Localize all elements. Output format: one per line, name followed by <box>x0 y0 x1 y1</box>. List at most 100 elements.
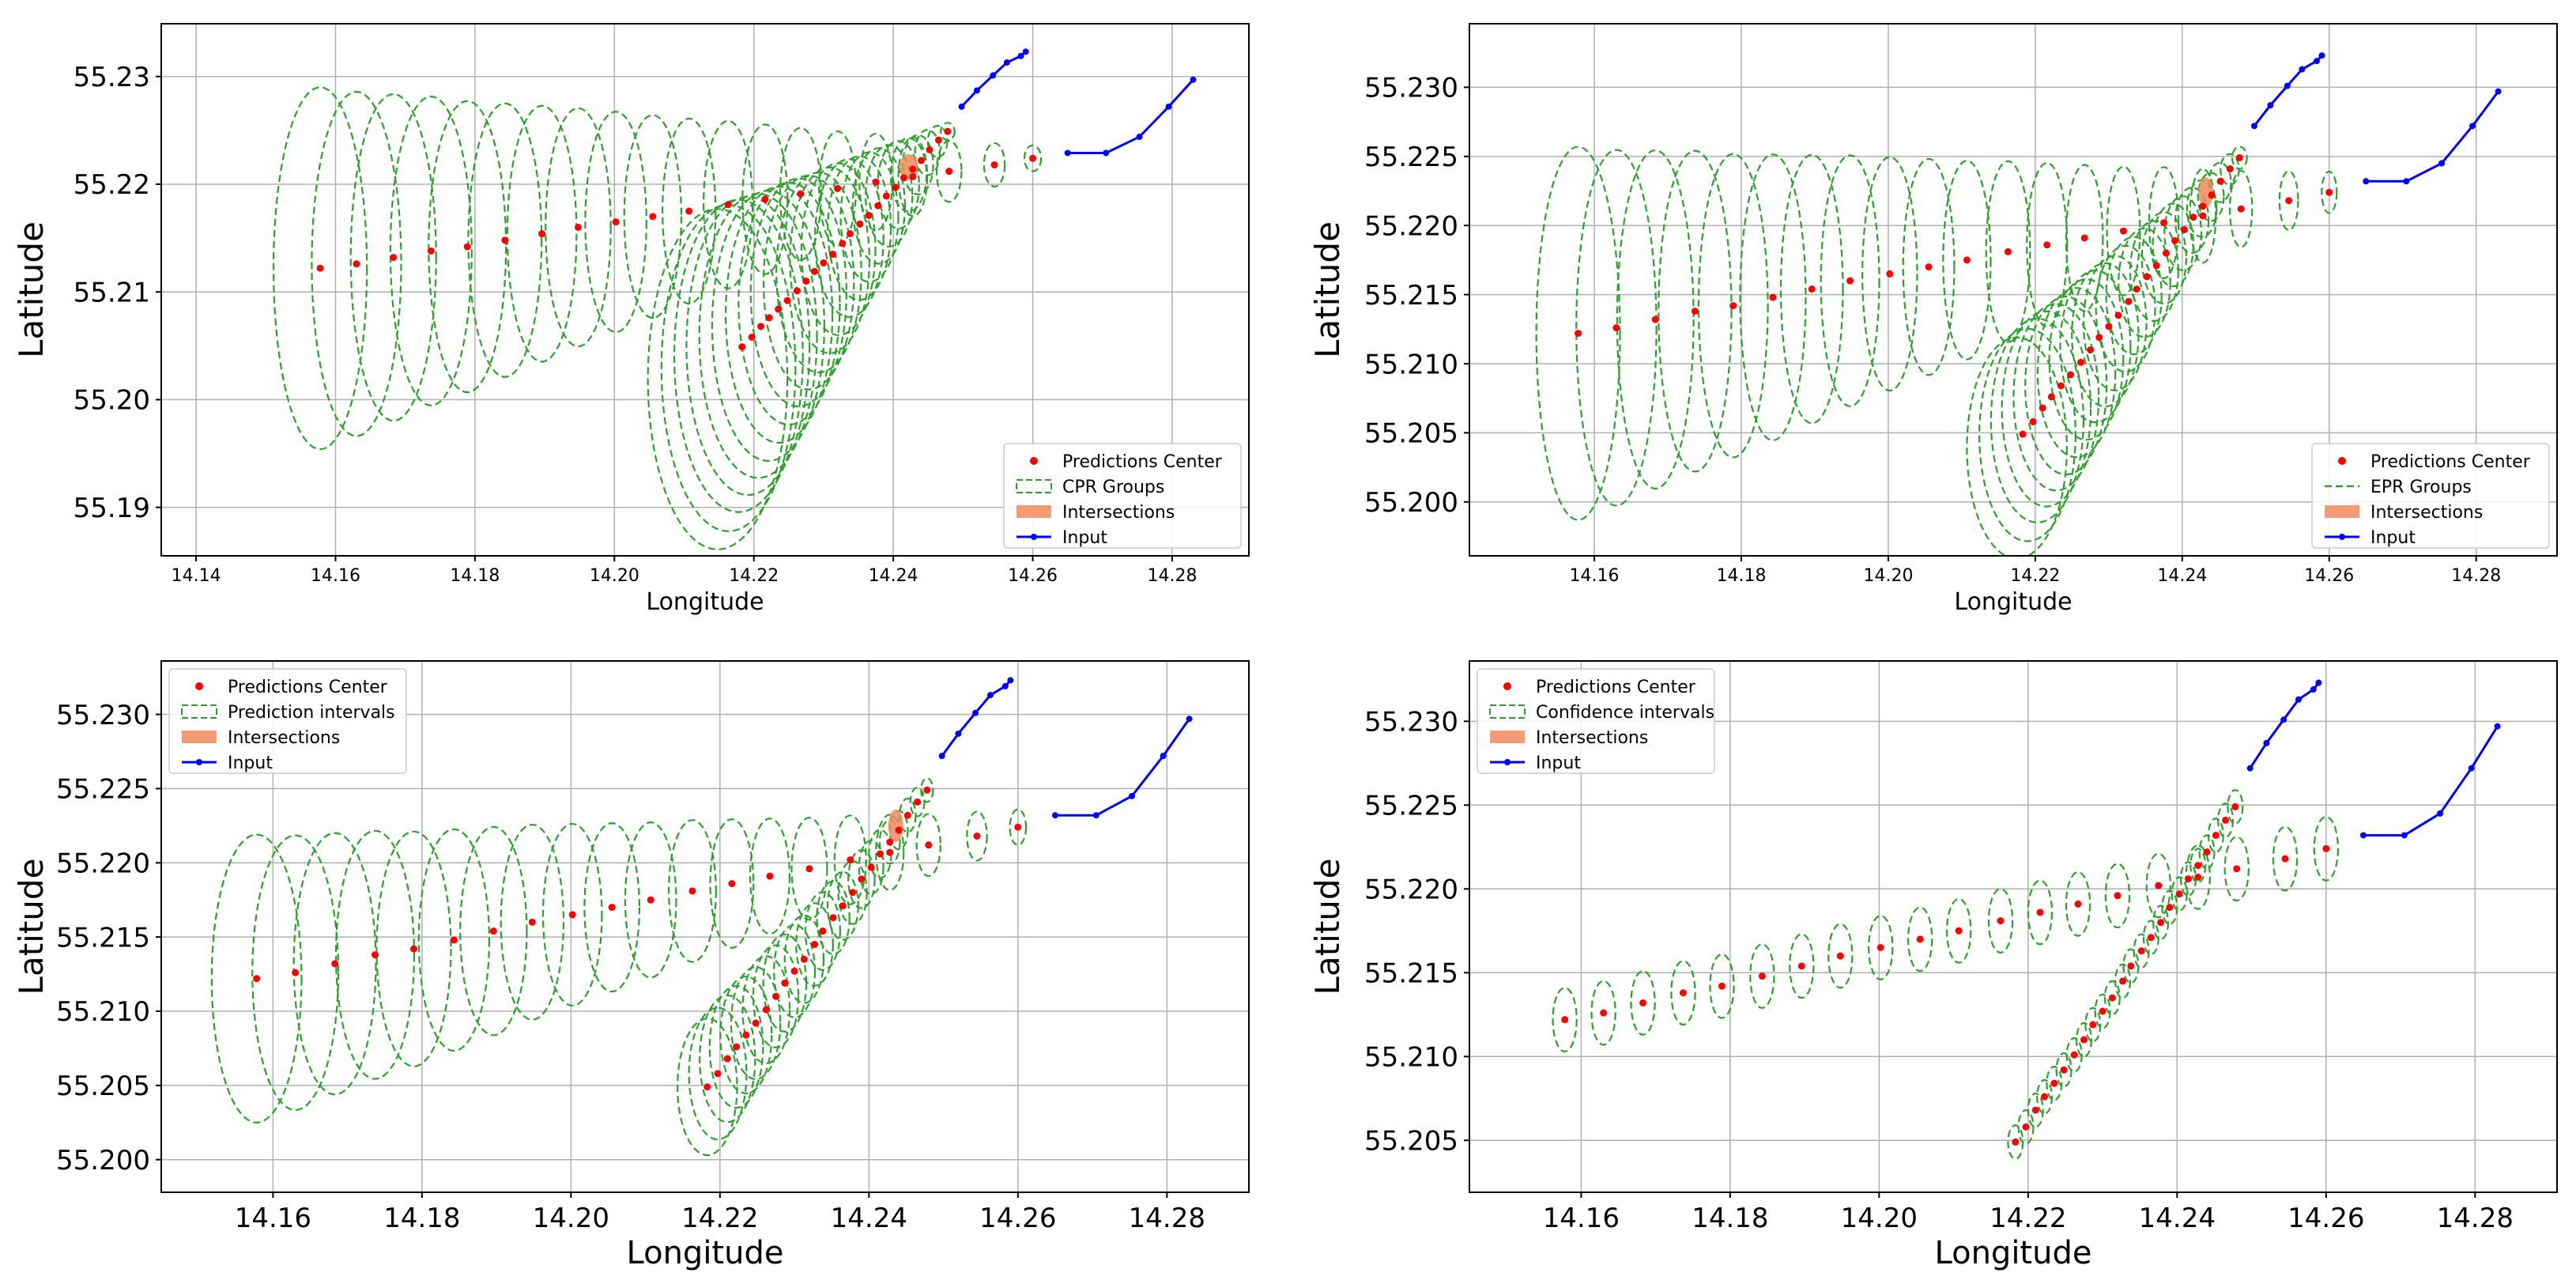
input-point <box>1017 52 1024 59</box>
legend-marker-group <box>1016 479 1052 493</box>
x-tick-label: 14.26 <box>2304 566 2354 586</box>
interval-ellipse <box>775 172 862 374</box>
x-tick-label: 14.16 <box>235 1203 311 1234</box>
x-tick-label: 14.22 <box>1990 1203 2066 1234</box>
interval-ellipse <box>875 814 905 891</box>
prediction-point <box>797 190 805 198</box>
interval-ellipse <box>2027 1092 2044 1128</box>
interval-ellipse <box>2313 816 2340 882</box>
interval-ellipse <box>813 158 884 319</box>
interval-ellipse <box>1749 943 1775 1009</box>
prediction-point <box>1612 324 1620 332</box>
prediction-point <box>1029 154 1037 162</box>
prediction-point <box>2029 417 2037 425</box>
prediction-point <box>828 251 836 259</box>
prediction-point <box>1886 270 1894 278</box>
x-tick-label: 14.18 <box>1692 1203 1768 1234</box>
interval-ellipse <box>1990 317 2085 523</box>
y-tick-label: 55.215 <box>1364 280 1458 312</box>
input-point <box>2318 52 2325 59</box>
interval-ellipse <box>2198 834 2216 870</box>
legend-marker-input-dot <box>1031 534 1037 540</box>
y-tick-label: 55.23 <box>74 62 150 93</box>
interval-ellipse <box>826 870 859 941</box>
legend: Predictions Center CPR Groups Intersection… <box>1003 443 1242 549</box>
prediction-point <box>1691 308 1699 315</box>
interval-ellipse <box>2227 789 2244 825</box>
interval-ellipse <box>790 817 828 921</box>
interval-ellipse <box>1739 153 1807 441</box>
interval-ellipse <box>2321 170 2338 214</box>
prediction-point <box>846 230 854 238</box>
prediction-point <box>973 832 981 840</box>
prediction-point <box>2203 848 2211 856</box>
input-point <box>990 72 997 79</box>
interval-ellipse <box>737 181 841 426</box>
prediction-point <box>2043 241 2051 249</box>
prediction-point <box>914 798 922 806</box>
y-tick-label: 55.230 <box>1364 707 1458 738</box>
prediction-point <box>2160 219 2168 227</box>
prediction-point <box>793 287 801 295</box>
x-tick-label: 14.14 <box>172 566 221 586</box>
interval-ellipse <box>417 828 491 1052</box>
interval-ellipse <box>2036 1078 2054 1115</box>
chart-panel-3: 14.16 14.18 14.20 14.22 14.24 14.26 14.28 55.20… <box>12 660 1250 1271</box>
prediction-point <box>649 213 657 221</box>
axes-frame <box>1469 23 2558 557</box>
interval-ellipse <box>2036 287 2117 459</box>
legend-marker-intersection <box>1490 731 1525 743</box>
prediction-point <box>1575 330 1582 338</box>
prediction-point <box>2114 312 2122 319</box>
prediction-point <box>765 314 773 322</box>
prediction-point <box>2070 1051 2078 1059</box>
input-point <box>972 709 979 716</box>
x-tick-label: 14.28 <box>2451 566 2501 586</box>
legend-marker-intersection <box>2325 505 2359 518</box>
interval-ellipse <box>2133 933 2150 969</box>
interval-ellipse <box>915 813 941 878</box>
interval-ellipse <box>1630 970 1656 1036</box>
prediction-point <box>2004 247 2012 255</box>
prediction-point <box>811 941 819 949</box>
prediction-point <box>2127 962 2135 970</box>
interval-ellipse <box>1942 160 1992 361</box>
x-tick-label: 14.20 <box>1841 1203 1918 1234</box>
prediction-point <box>820 259 828 266</box>
legend-label: Confidence intervals <box>1536 703 1714 723</box>
interval-ellipse <box>2163 195 2203 271</box>
y-tick-label: 55.210 <box>1364 349 1458 380</box>
interval-ellipse <box>1670 960 1696 1026</box>
interval-ellipse <box>1658 149 1733 473</box>
prediction-point <box>2199 212 2207 220</box>
x-tick-label: 14.24 <box>2139 1203 2216 1234</box>
legend-label: CPR Groups <box>1062 478 1164 497</box>
interval-ellipse <box>1820 154 1880 407</box>
x-tick-label: 14.22 <box>729 566 779 586</box>
interval-ellipse <box>926 125 949 158</box>
interval-ellipse <box>2114 963 2132 999</box>
prediction-point <box>1916 935 1924 943</box>
interval-ellipse <box>1575 149 1658 507</box>
prediction-point <box>874 202 882 210</box>
prediction-point <box>752 1019 760 1027</box>
input-line <box>941 679 1012 757</box>
interval-ellipse <box>660 204 797 533</box>
y-axis-label: Latitude <box>12 859 51 995</box>
interval-ellipse <box>741 955 791 1064</box>
interval-ellipse <box>966 810 988 862</box>
prediction-point <box>2322 844 2330 852</box>
prediction-point <box>1846 277 1854 285</box>
prediction-point <box>2057 382 2065 390</box>
prediction-point <box>2105 323 2113 330</box>
interval-ellipse <box>623 114 683 319</box>
interval-ellipse <box>2174 187 2210 254</box>
intersection-region <box>2198 177 2213 208</box>
prediction-point <box>926 145 933 153</box>
prediction-point <box>2119 227 2127 235</box>
prediction-point <box>2036 908 2044 916</box>
chart-panel-1: 14.14 14.16 14.18 14.20 14.22 14.24 14.26 14.28… <box>12 23 1250 616</box>
x-tick-label: 14.24 <box>869 566 918 586</box>
legend-marker-prediction <box>1030 457 1038 465</box>
prediction-point <box>501 236 509 244</box>
